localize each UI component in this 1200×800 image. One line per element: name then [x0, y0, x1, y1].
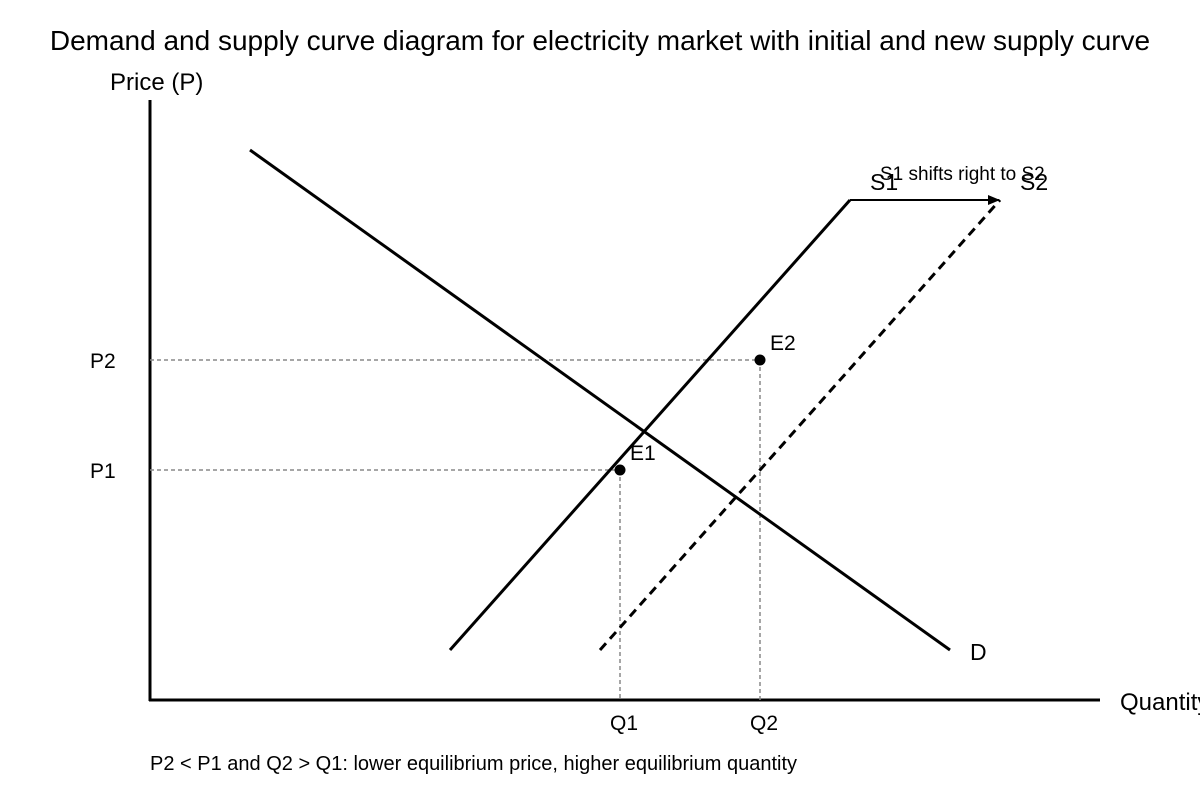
e2-label: E2 [770, 332, 796, 355]
s2-label: S2 [1020, 169, 1048, 195]
diagram-title: Demand and supply curve diagram for elec… [50, 25, 1150, 56]
shift-note: S1 shifts right to S2 [880, 164, 1045, 185]
supply-curve-s2 [598, 199, 1002, 651]
s1-label: S1 [870, 169, 898, 195]
y-axis-label: Price (P) [110, 69, 203, 96]
supply-curve-s1 [448, 199, 852, 651]
demand-curve [249, 148, 951, 652]
equilibrium-point-e1 [614, 464, 626, 476]
e1-label: E1 [630, 442, 656, 465]
equilibrium-point-e2 [754, 354, 766, 366]
q1-label: Q1 [610, 712, 638, 735]
demand-label: D [970, 639, 987, 665]
caption: P2 < P1 and Q2 > Q1: lower equilibrium p… [150, 753, 797, 775]
q2-label: Q2 [750, 712, 778, 735]
p2-label: P2 [90, 350, 116, 373]
p1-label: P1 [90, 460, 116, 483]
x-axis-label: Quantity [1120, 689, 1200, 716]
